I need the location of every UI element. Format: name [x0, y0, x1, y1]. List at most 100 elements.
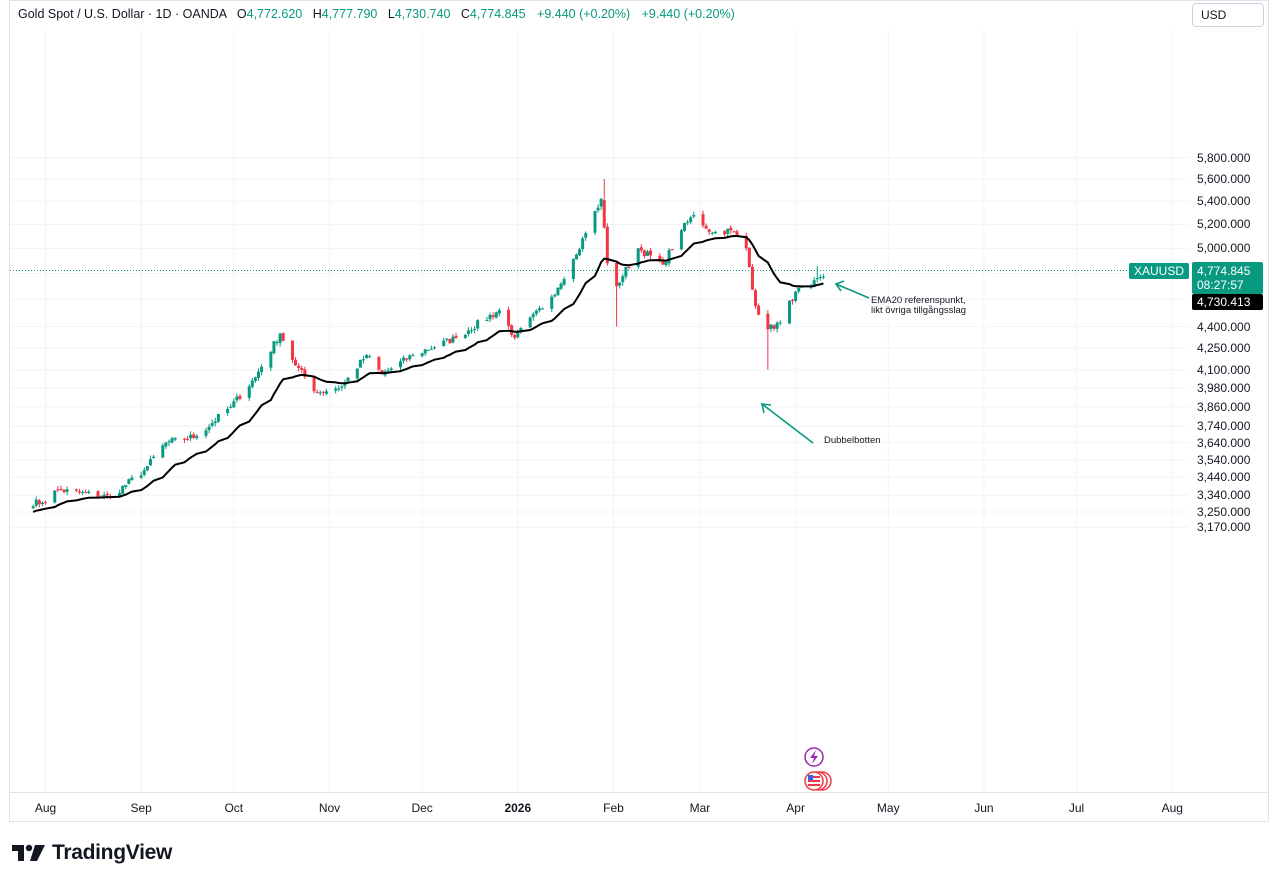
- candle: [754, 288, 758, 309]
- ema-annotation-arrow: [834, 280, 870, 299]
- candle: [260, 364, 264, 376]
- candle: [683, 222, 687, 233]
- candle: [448, 338, 452, 344]
- candle: [710, 231, 714, 236]
- candle: [127, 478, 131, 485]
- candle: [226, 406, 230, 416]
- candle: [729, 224, 733, 234]
- candle: [571, 258, 575, 283]
- candle: [778, 320, 782, 326]
- candle: [294, 357, 298, 366]
- candle: [426, 349, 430, 351]
- candle: [377, 355, 381, 372]
- candle: [707, 229, 711, 235]
- chart-legend: Gold Spot / U.S. Dollar · 1D · OANDA O 4,…: [18, 7, 735, 21]
- candle: [463, 333, 467, 339]
- candle: [253, 376, 257, 383]
- price-axis-label: 5,000.000: [1197, 241, 1251, 256]
- candles: [31, 179, 825, 510]
- candle: [139, 471, 143, 480]
- currency-button[interactable]: USD: [1192, 3, 1264, 27]
- candle: [531, 312, 535, 321]
- candle: [642, 249, 646, 259]
- candle: [581, 236, 585, 252]
- candle: [578, 247, 582, 256]
- symbol-title[interactable]: Gold Spot / U.S. Dollar · 1D · OANDA: [18, 7, 227, 21]
- candle: [173, 437, 177, 442]
- candle: [275, 339, 279, 346]
- candle: [639, 244, 643, 253]
- candle: [312, 377, 316, 394]
- low-label: L: [387, 7, 395, 21]
- current-price-tag: 4,774.845 08:27:57: [1192, 262, 1263, 294]
- time-axis-label: May: [876, 801, 900, 815]
- candle: [757, 303, 761, 316]
- candle: [723, 230, 727, 237]
- candle: [148, 455, 152, 466]
- ema-annotation-line1: EMA20 referenspunkt,: [871, 295, 966, 306]
- us-flag-event-icon[interactable]: [804, 771, 832, 791]
- price-axis-label: 5,200.000: [1197, 217, 1251, 232]
- time-axis-label: 2026: [504, 801, 532, 815]
- candle: [528, 316, 532, 329]
- candle: [423, 348, 427, 356]
- candle: [667, 247, 671, 267]
- candle: [618, 281, 622, 289]
- candle: [621, 273, 625, 286]
- candle: [420, 352, 424, 358]
- candle: [470, 327, 474, 334]
- candle: [303, 366, 307, 379]
- candle: [182, 437, 186, 443]
- candle: [124, 484, 128, 490]
- price-axis-label: 3,170.000: [1197, 520, 1251, 535]
- candle: [44, 500, 47, 505]
- candle: [77, 488, 81, 495]
- candle: [624, 266, 628, 280]
- price-axis-label: 3,640.000: [1197, 435, 1251, 450]
- candle: [65, 486, 69, 496]
- candle: [186, 436, 190, 441]
- tradingview-logo-icon: [12, 844, 45, 861]
- candle: [692, 211, 696, 219]
- candle: [192, 432, 196, 440]
- candle: [278, 332, 282, 347]
- price-axis-label: 3,740.000: [1197, 419, 1251, 434]
- high-value: 4,777.790: [321, 7, 378, 21]
- candle: [269, 350, 273, 372]
- candle: [507, 306, 511, 330]
- candle: [815, 265, 819, 283]
- open-label: O: [236, 7, 247, 21]
- candle: [732, 230, 736, 233]
- tradingview-logo[interactable]: TradingView: [12, 841, 172, 865]
- candle: [337, 385, 341, 392]
- lightning-event-icon[interactable]: [804, 747, 824, 767]
- ema20-line: [32, 235, 824, 513]
- candle: [821, 274, 825, 280]
- price-axis-label: 3,980.000: [1197, 381, 1251, 395]
- double-bottom-text: Dubbelbotten: [824, 435, 881, 446]
- price-axis-label: 3,540.000: [1197, 452, 1251, 467]
- candle: [405, 358, 409, 363]
- time-axis-label: Oct: [224, 801, 244, 815]
- candle: [701, 210, 705, 228]
- candle: [229, 403, 233, 409]
- price-axis-label: 5,400.000: [1197, 194, 1251, 209]
- candle: [593, 210, 597, 236]
- candle: [513, 333, 517, 340]
- candle: [170, 436, 174, 444]
- candle: [53, 489, 57, 504]
- candle: [553, 293, 557, 298]
- time-axis-label: Sep: [130, 801, 152, 815]
- candle: [204, 427, 208, 439]
- candle: [31, 504, 35, 510]
- candle: [794, 291, 798, 303]
- candle: [454, 332, 458, 340]
- candle: [62, 489, 66, 494]
- time-axis-label: Apr: [786, 801, 805, 815]
- candle: [488, 312, 492, 323]
- time-axis-label: Dec: [411, 801, 433, 815]
- candle: [250, 377, 254, 389]
- chart-frame[interactable]: [9, 0, 1269, 822]
- candle: [235, 393, 239, 403]
